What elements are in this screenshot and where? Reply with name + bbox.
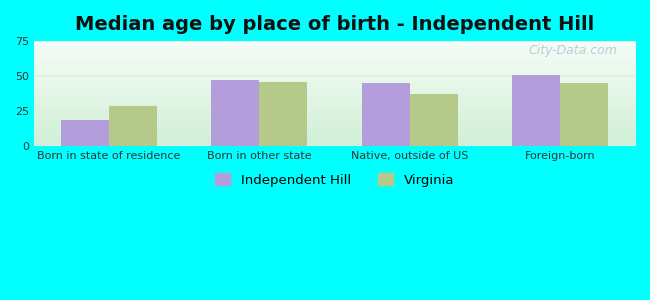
Bar <box>512 75 560 146</box>
Bar <box>61 119 109 146</box>
Bar <box>211 80 259 146</box>
Bar <box>560 83 608 146</box>
Text: City-Data.com: City-Data.com <box>528 44 617 57</box>
Bar <box>361 83 410 146</box>
Bar <box>259 82 307 146</box>
Bar <box>410 94 458 146</box>
Bar <box>109 106 157 146</box>
Legend: Independent Hill, Virginia: Independent Hill, Virginia <box>209 168 460 192</box>
Title: Median age by place of birth - Independent Hill: Median age by place of birth - Independe… <box>75 15 594 34</box>
